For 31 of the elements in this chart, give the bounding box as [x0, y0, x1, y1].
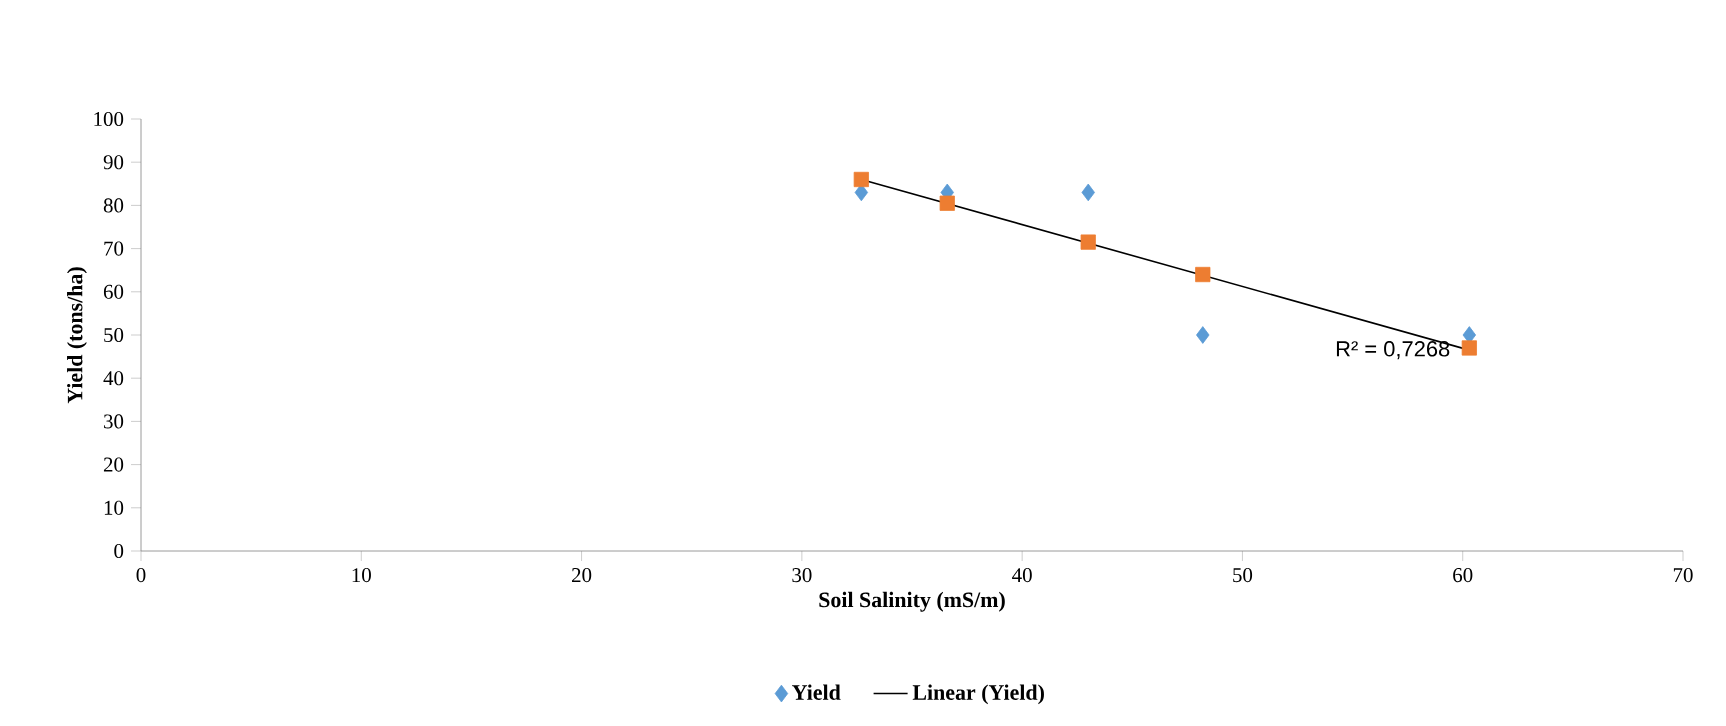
y-tick-label: 100	[94, 111, 124, 127]
x-tick-label: 60	[1453, 568, 1473, 583]
legend-label: Yield	[792, 684, 841, 700]
x-tick-label: 70	[1673, 568, 1693, 583]
y-axis-title: Yield (tons/ha)	[67, 267, 87, 404]
point	[853, 171, 869, 188]
annotation: R² = 0,7268	[1336, 341, 1450, 360]
point	[1461, 340, 1477, 356]
x-tick-label: 50	[1233, 568, 1253, 583]
x-tick-label: 30	[792, 568, 812, 583]
y-tick-label: 60	[103, 284, 124, 299]
y-tick-label: 10	[104, 500, 124, 515]
point	[939, 195, 955, 211]
x-tick-label: 10	[352, 568, 371, 583]
x-tick-label: 20	[572, 568, 592, 583]
point	[1081, 183, 1095, 202]
point	[1196, 326, 1210, 344]
point	[1080, 234, 1096, 250]
point	[1195, 266, 1211, 283]
y-tick-label: 90	[103, 155, 124, 170]
y-tick-label: 0	[114, 543, 124, 559]
y-tick-label: 30	[104, 414, 124, 429]
y-tick-label: 40	[103, 371, 124, 386]
x-tick-label: 0	[136, 568, 146, 583]
x-tick-label: 40	[1012, 568, 1032, 583]
x-axis-title: Soil Salinity (mS/m)	[819, 591, 1005, 612]
y-tick-label: 70	[104, 241, 124, 256]
legend-label: Linear (Yield)	[912, 684, 1044, 705]
y-tick-label: 50	[104, 327, 124, 343]
y-tick-label: 20	[103, 457, 124, 472]
y-tick-label: 80	[103, 198, 124, 213]
